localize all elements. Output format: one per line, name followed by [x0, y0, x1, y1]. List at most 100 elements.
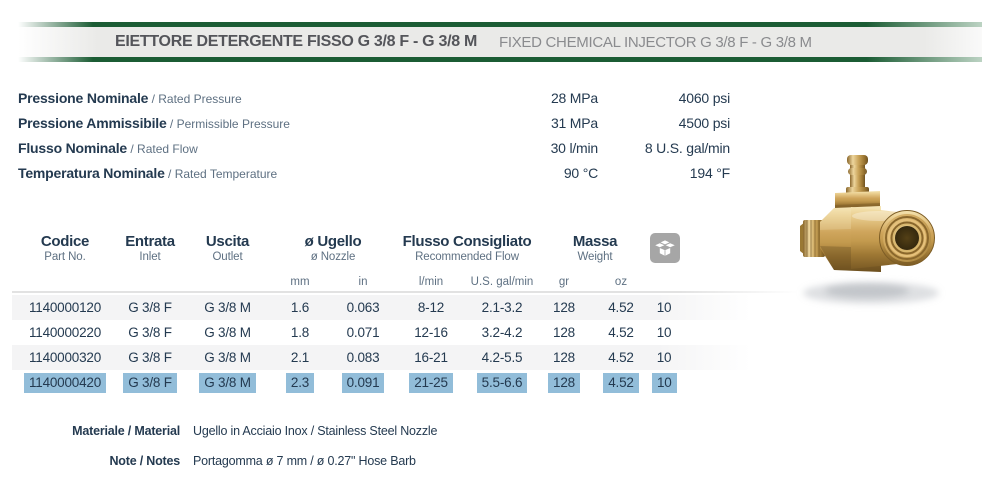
label-separator: /: [127, 142, 138, 156]
spec-label-en: Permissible Pressure: [176, 117, 290, 131]
column-header-weight: Massa: [572, 233, 618, 250]
cell-flow-lmin: 16-21: [396, 345, 466, 370]
page-title: EIETTORE DETERGENTE FISSO G 3/8 F - G 3/…: [115, 33, 477, 50]
cell-outlet: G 3/8 M: [185, 370, 270, 395]
cell-nozzle-mm: 1.6: [270, 295, 330, 320]
header-rule-bottom: [18, 57, 982, 62]
cell-outlet: G 3/8 M: [185, 345, 270, 370]
table-unit-row: mm in l/min U.S. gal/min gr oz: [15, 276, 676, 288]
cell-nozzle-in: 0.063: [330, 295, 396, 320]
column-subheader-outlet: Outlet: [212, 251, 243, 263]
cell-weight-gr: 128: [538, 345, 590, 370]
column-header-inlet: Entrata: [125, 233, 175, 250]
cell-value: 1140000220: [28, 325, 102, 340]
table-row[interactable]: 1140000220 G 3/8 F G 3/8 M 1.8 0.071 12-16 3.2…: [12, 320, 798, 345]
cell-value: 0.071: [346, 325, 380, 340]
column-subheader-weight: Weight: [577, 251, 613, 263]
cell-inlet: G 3/8 F: [115, 345, 185, 370]
material-row: Materiale / Material Ugello in Acciaio I…: [0, 422, 982, 440]
cell-value: 0.063: [346, 300, 380, 315]
cell-nozzle-mm: 2.1: [270, 345, 330, 370]
spec-value-metric: 31 MPa: [550, 115, 598, 131]
cell-qty: 10: [652, 370, 677, 395]
cell-value: 2.1: [290, 350, 310, 365]
spec-label: Flusso Nominale / Rated Flow: [18, 136, 198, 162]
packaging-box-icon: [650, 233, 680, 263]
cell-inlet: G 3/8 F: [115, 370, 185, 395]
cell-value: 4.52: [603, 373, 639, 393]
table-row-grid: 1140000420 G 3/8 F G 3/8 M 2.3 0.091 21-25 5.5…: [15, 370, 677, 395]
table-row[interactable]: 1140000320 G 3/8 F G 3/8 M 2.1 0.083 16-21 4.2…: [12, 345, 798, 370]
header-rule-top: [18, 22, 982, 27]
cell-part-no: 1140000320: [15, 345, 115, 370]
column-subheader-nozzle: ø Nozzle: [310, 251, 356, 263]
table-row[interactable]: 1140000420 G 3/8 F G 3/8 M 2.3 0.091 21-25 5.5…: [12, 370, 798, 395]
cell-nozzle-in: 0.071: [330, 320, 396, 345]
spec-list: Pressione Nominale / Rated Pressure 28 M…: [18, 86, 730, 186]
spec-value-imperial: 4500 psi: [678, 115, 731, 131]
cell-value: 4.52: [608, 350, 634, 365]
title-bar: EIETTORE DETERGENTE FISSO G 3/8 F - G 3/…: [18, 27, 982, 57]
cell-value: 0.091: [341, 373, 385, 393]
cell-flow-gal: 2.1-3.2: [466, 295, 538, 320]
product-photo: [800, 155, 939, 304]
notes-label: Note / Notes: [109, 454, 180, 468]
cell-value: 128: [553, 325, 575, 340]
cell-weight-oz: 4.52: [590, 295, 652, 320]
cell-weight-oz: 4.52: [590, 345, 652, 370]
cell-value: 1140000120: [28, 300, 102, 315]
spec-value-imperial: 4060 psi: [678, 90, 731, 106]
column-subheader-inlet: Inlet: [139, 251, 161, 263]
cell-weight-gr: 128: [538, 295, 590, 320]
cell-inlet: G 3/8 F: [115, 295, 185, 320]
cell-value: 128: [553, 350, 575, 365]
material-value: Ugello in Acciaio Inox / Stainless Steel…: [193, 424, 438, 438]
table-row[interactable]: 1140000120 G 3/8 F G 3/8 M 1.6 0.063 8-12 2.1-…: [12, 295, 798, 320]
cell-value: 10: [656, 350, 672, 365]
cell-value: G 3/8 M: [204, 350, 251, 365]
spec-row-rated-pressure: Pressione Nominale / Rated Pressure 28 M…: [18, 86, 730, 111]
unit-lmin: l/min: [418, 276, 444, 288]
cell-flow-gal: 3.2-4.2: [466, 320, 538, 345]
column-header-flow: Flusso Consigliato: [402, 233, 532, 250]
cell-value: G 3/8 F: [128, 350, 172, 365]
cell-weight-oz: 4.52: [590, 320, 652, 345]
unit-oz: oz: [614, 276, 628, 288]
column-header-nozzle: ø Ugello: [304, 233, 362, 250]
cell-value: 12-16: [414, 325, 448, 340]
cell-value: 128: [553, 300, 575, 315]
column-header-outlet: Uscita: [205, 233, 250, 250]
cell-flow-gal: 5.5-6.6: [466, 370, 538, 395]
cell-qty: 10: [652, 295, 676, 320]
cell-value: 4.52: [608, 300, 634, 315]
cell-value: 10: [652, 373, 677, 393]
cell-flow-lmin: 12-16: [396, 320, 466, 345]
cell-part-no: 1140000220: [15, 320, 115, 345]
cell-value: 16-21: [414, 350, 448, 365]
unit-gal-min: U.S. gal/min: [470, 276, 534, 288]
column-header-part-no: Codice: [40, 233, 90, 250]
label-separator: /: [164, 167, 175, 181]
table-row-grid: 1140000120 G 3/8 F G 3/8 M 1.6 0.063 8-12 2.1-…: [15, 295, 676, 320]
spec-label-en: Rated Temperature: [174, 167, 278, 181]
cell-nozzle-mm: 2.3: [270, 370, 330, 395]
cell-value: 128: [548, 373, 580, 393]
cell-flow-gal: 4.2-5.5: [466, 345, 538, 370]
cell-part-no: 1140000120: [15, 295, 115, 320]
cell-value: 4.2-5.5: [481, 350, 523, 365]
cell-value: 21-25: [409, 373, 453, 393]
column-subheader-flow: Recommended Flow: [415, 251, 519, 263]
spec-value-metric: 28 MPa: [550, 90, 598, 106]
spec-row-permissible-pressure: Pressione Ammissibile / Permissible Pres…: [18, 111, 730, 136]
spec-value-metric: 30 l/min: [550, 140, 599, 156]
spec-label: Pressione Ammissibile / Permissible Pres…: [18, 111, 290, 137]
spec-label: Pressione Nominale / Rated Pressure: [18, 86, 242, 112]
cell-value: 1140000320: [28, 350, 102, 365]
spec-row-rated-flow: Flusso Nominale / Rated Flow 30 l/min 8 …: [18, 136, 730, 161]
cell-value: 1.8: [290, 325, 310, 340]
spec-row-rated-temperature: Temperatura Nominale / Rated Temperature…: [18, 161, 730, 186]
label-separator: /: [148, 92, 159, 106]
cell-value: 8-12: [417, 300, 445, 315]
notes-value: Portagomma ø 7 mm / ø 0.27" Hose Barb: [193, 454, 416, 468]
